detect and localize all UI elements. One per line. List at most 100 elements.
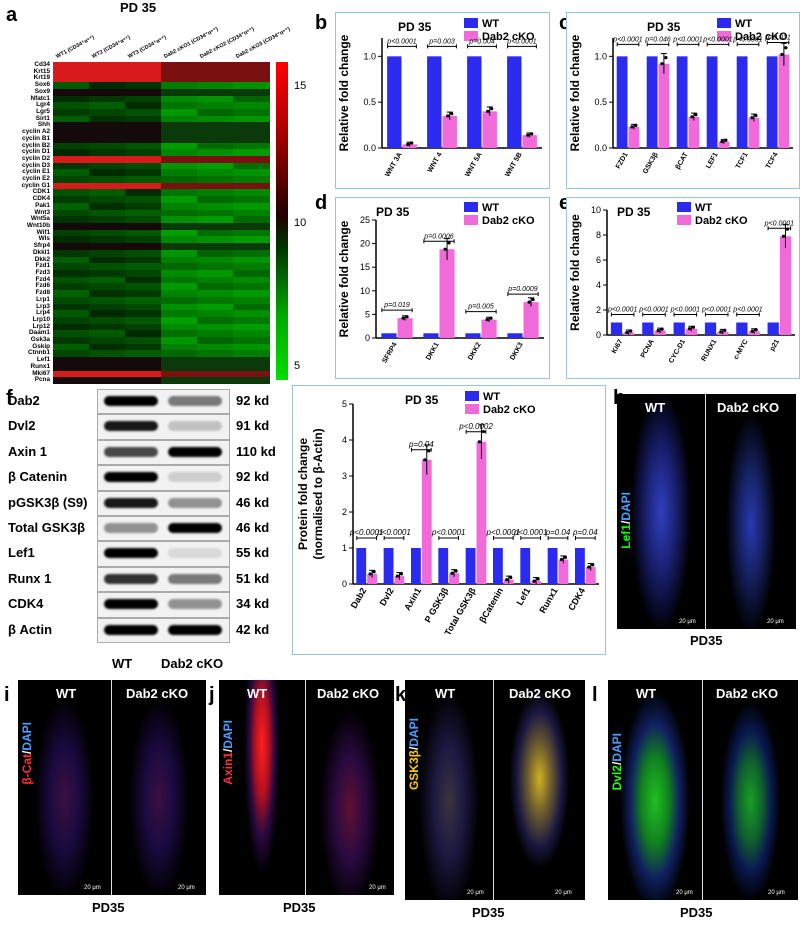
data-point [754,328,758,332]
bar-wt [465,333,481,338]
data-point [454,569,458,573]
heatmap-cell [89,370,126,378]
chart-d: 0 5 10 15 20 25 Relative fold change PD 35 WTDab… [337,202,544,365]
data-point [690,115,694,119]
heatmap-cell [89,162,126,170]
heatmap-cell [89,249,126,258]
heatmap-cell [197,142,234,150]
p-value-label: p=0.003 [428,38,455,45]
heatmap-cell [161,108,198,117]
x-tick-label: RUNX1 [700,338,718,362]
heatmap-cell [125,122,162,130]
heatmap-cell [233,75,270,83]
heatmap-cell [89,377,126,385]
heatmap-cell [125,216,162,224]
heatmap-row-label: Lrp3 [36,302,50,310]
heatmap-cell [161,209,198,217]
heatmap-cell [53,162,90,170]
heatmap-cell [89,95,126,103]
heatmap-cell [53,88,90,97]
wb-row-label: CDK4 [8,596,44,612]
heatmap-cell [53,303,90,311]
heatmap-cell [233,223,270,231]
wb-wt-label: WT [112,656,133,671]
data-point [559,557,564,562]
data-point [634,123,638,127]
heatmap-cell [125,102,162,110]
legend-swatch-ko [717,31,731,41]
heatmap-cell [125,162,162,170]
heatmap-cell [197,182,234,190]
heatmap-cell [197,236,234,244]
bar-wt [767,322,779,335]
heatmap-cell [125,202,162,211]
wb-band-wt [104,421,158,432]
data-point [723,328,727,332]
heatmap-cell [89,142,126,150]
heatmap-row-label: Fzd1 [35,262,50,270]
heatmap-cell [125,276,162,284]
heatmap-cell [197,310,234,318]
panel-label-l: l [592,684,598,706]
heatmap-cell [125,330,162,338]
y-tick-label: 1.0 [363,51,376,61]
heatmap-cell [89,283,126,291]
p-value-label: p=0.0009 [507,286,537,293]
heatmap-cell [161,343,198,351]
heatmap-cell [197,189,234,197]
chart-title: PD 35 [617,205,651,219]
data-point [532,579,536,583]
micrograph-j: WT Dab2 cKO Axin1/DAPI 20 μm [219,680,394,895]
bar-wt [383,548,394,584]
heatmap-cell [53,269,90,278]
colorbar-tick-15: 15 [294,80,307,92]
heatmap-cell [53,337,90,345]
y-tick-label: 1.0 [594,51,607,61]
x-tick-label: Dvl2 [378,586,396,607]
heatmap-cell [89,343,126,351]
heatmap-cell [89,337,126,345]
heatmap-cell [53,62,90,70]
x-tick-label: DKK1 [425,341,441,361]
heatmap-cell [53,209,90,217]
panel-g-frame: 0 1 2 3 4 5 Protein fold change (normalised to … [292,385,606,655]
wb-band-wt [104,573,158,584]
heatmap-row-label: Lrp4 [36,309,50,317]
bar-ko [481,319,497,338]
heatmap-cell [197,209,234,217]
y-tick-label: 20 [360,239,370,249]
data-point [530,132,534,136]
bar-wt [467,56,482,149]
heatmap-row-label: Mki67 [32,369,50,377]
heatmap-cell [125,269,162,278]
y-tick-label: 4 [596,280,601,290]
p-value-label: p<0.0001 [513,528,548,537]
heatmap-cell [197,223,234,231]
x-tick-label: PCNA [640,339,656,360]
x-tick-label: TCF4 [765,151,780,170]
wb-row-label: Dvl2 [8,418,36,434]
heatmap-cell [197,249,234,258]
heatmap-cell [233,229,270,237]
data-point [754,113,758,118]
heatmap-row-label: cyclin E2 [22,175,50,183]
heatmap-cell [89,350,126,358]
heatmap-cell [53,95,90,103]
heatmap-cell [233,343,270,351]
micrograph-h-caption: PD35 [690,633,723,648]
micrograph-j-wt-label: WT [247,686,268,701]
heatmap-row-label: Wif1 [36,228,50,236]
chart-title: PD 35 [398,20,432,34]
data-point [505,578,509,582]
wb-ko-label: Dab2 cKO [161,656,224,671]
heatmap-cell [197,122,234,130]
heatmap-cell [89,102,126,110]
bar-ko [394,576,405,584]
wb-band-wt [104,599,158,610]
heatmap-row-label: Fzd6 [35,282,50,290]
heatmap-cell [161,149,198,157]
micrograph-h-ko-image [706,394,796,629]
legend-swatch-ko [465,404,479,414]
heatmap-cell [197,357,234,365]
heatmap-cell [233,115,270,123]
